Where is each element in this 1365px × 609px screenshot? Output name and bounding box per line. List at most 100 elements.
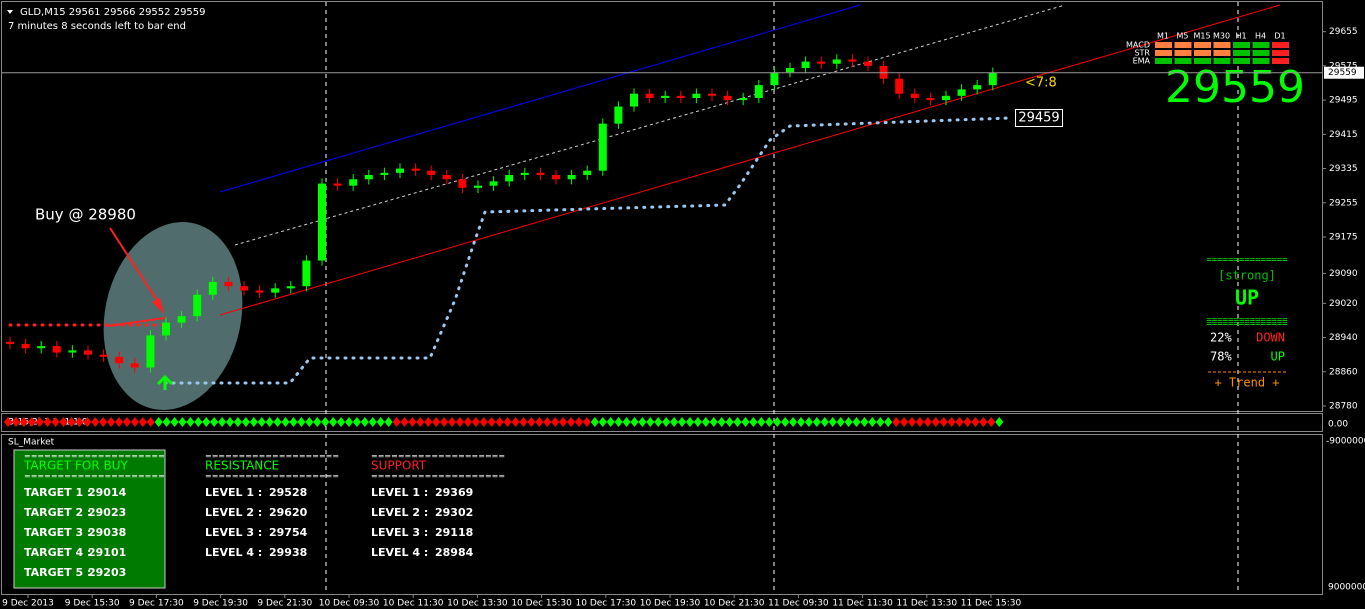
signal-diamond (83, 417, 92, 427)
x-tick-label: 11 Dec 11:30 (832, 599, 893, 609)
row-label: TARGET 1 : (24, 486, 91, 499)
trend-panel: =============== [strong] UP ============… (1206, 256, 1288, 390)
subpanel-axis-bottom: 9000000 (1328, 583, 1365, 593)
x-tick-label: 11 Dec 15:30 (961, 599, 1022, 609)
candle-body (645, 93, 654, 98)
candle-body (286, 286, 295, 289)
signal-diamond (749, 417, 758, 427)
strength: [strong] (1218, 269, 1276, 283)
rule: ==================== (205, 472, 339, 481)
row-value: 29014 (88, 486, 127, 499)
buy-arrow (109, 227, 163, 309)
row-label: LEVEL 1 : (371, 486, 428, 499)
candle-body (411, 168, 420, 171)
signal-diamond (154, 417, 163, 427)
y-tick-label: 29415 (1329, 130, 1358, 140)
candle-body (177, 316, 186, 323)
row-value: 29302 (435, 506, 473, 519)
candle-body (84, 350, 92, 355)
signal-diamond (908, 417, 917, 427)
candle-body (427, 170, 436, 175)
signal-diamond (344, 417, 353, 427)
mtf-cell (1194, 58, 1211, 64)
signal-diamond (202, 417, 211, 427)
menu-arrow (7, 10, 13, 14)
level-tables: =====================TARGET FOR BUY=====… (23, 452, 505, 580)
y-tick-label: 29495 (1329, 96, 1358, 106)
y-tick-label: 29655 (1329, 27, 1358, 37)
candle-body (552, 174, 560, 180)
mtf-cell (1155, 42, 1172, 48)
signal-diamond (876, 417, 885, 427)
signal-diamond (305, 417, 314, 427)
down-pct: 22% (1210, 331, 1232, 345)
mtf-cell (1233, 50, 1250, 56)
candle-body (193, 294, 202, 317)
candle-body (692, 93, 701, 98)
mid-line (234, 4, 1066, 246)
candle-body (37, 346, 46, 349)
candle-body (754, 85, 763, 98)
x-tick-label: 11 Dec 13:30 (897, 599, 958, 609)
candle-body (520, 172, 529, 175)
signal-diamond (789, 417, 798, 427)
signal-diamond (19, 417, 28, 427)
signal-diamond (122, 417, 131, 427)
signal-diamond (241, 417, 250, 427)
row-label: TARGET 4 : (24, 546, 91, 559)
signal-diamond (495, 417, 504, 427)
mtf-cell (1272, 42, 1289, 48)
signal-diamond (99, 417, 108, 427)
rule: =============== (1206, 320, 1288, 330)
signal-diamond (963, 417, 972, 427)
up-label: UP (1271, 350, 1285, 364)
signal-diamond (146, 417, 155, 427)
mtf-column: H1 (1235, 32, 1246, 41)
candle-body (349, 179, 358, 186)
x-tick-label: 10 Dec 17:30 (576, 599, 637, 609)
signal-diamond (987, 417, 996, 427)
signal-diamond (186, 417, 195, 427)
signal-diamond (979, 417, 988, 427)
subpanel-frame (1, 434, 1323, 595)
row-label: LEVEL 4 : (205, 546, 262, 559)
x-tick-label: 9 Dec 19:30 (193, 599, 248, 609)
signal-diamond (11, 417, 20, 427)
row-label: LEVEL 2 : (371, 506, 428, 519)
buy-zone (103, 222, 243, 410)
symbol-line: GLD,M15 29561 29566 29552 29559 (20, 7, 206, 18)
mtf-cell (1174, 42, 1192, 48)
signal-diamond (392, 417, 401, 427)
signal-diamond (662, 417, 671, 427)
mtf-cell (1233, 42, 1250, 48)
signal-diamond (757, 417, 766, 427)
signal-diamond (273, 417, 282, 427)
signal-diamond (685, 417, 694, 427)
signal-diamond (424, 417, 433, 427)
price-label: 29559 (1328, 68, 1357, 78)
candle-body (318, 183, 326, 261)
candle-body (786, 68, 794, 73)
signal-diamond (551, 417, 560, 427)
y-tick-label: 29090 (1329, 269, 1358, 279)
row-value: 29118 (435, 526, 473, 539)
signal-diamond (51, 417, 60, 427)
up-pct: 78% (1210, 350, 1232, 364)
signal-diamond (352, 417, 361, 427)
signal-diamond (35, 417, 44, 427)
x-tick-label: 10 Dec 21:30 (704, 599, 765, 609)
row-value: 29038 (88, 526, 126, 539)
x-tick-label: 9 Dec 17:30 (129, 599, 184, 609)
candle-body (364, 174, 373, 180)
candle-body (801, 61, 810, 69)
big-price: 29559 (1165, 62, 1305, 113)
signal-diamond (91, 417, 100, 427)
mtf-cell (1194, 50, 1211, 56)
rule: ==================== (371, 472, 505, 481)
mtf-column: M15 (1193, 32, 1210, 41)
mtf-cell (1213, 50, 1231, 56)
mtf-row: STR (1134, 49, 1150, 58)
y-tick-label: 28860 (1329, 367, 1358, 377)
candle-body (973, 85, 982, 90)
x-tick-label: 9 Dec 21:30 (257, 599, 312, 609)
